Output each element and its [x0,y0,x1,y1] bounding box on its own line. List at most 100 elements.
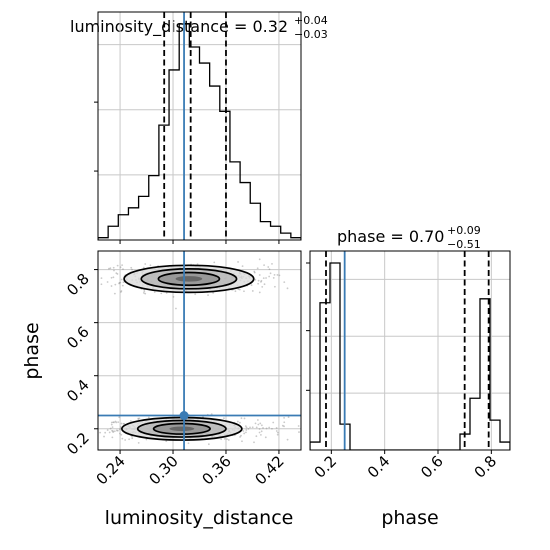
scatter-point [276,274,279,276]
scatter-point [257,279,260,282]
scatter-point [259,422,262,425]
scatter-point [116,273,119,275]
scatter-point [255,426,258,429]
scatter-point [142,291,145,294]
scatter-point [131,268,133,271]
scatter-point [104,431,107,434]
scatter-point [271,427,273,430]
scatter-point [114,420,117,423]
y-axis-label-phase: phase [21,322,43,379]
scatter-point [121,284,124,287]
scatter-point [116,429,119,432]
scatter-point [257,423,260,426]
scatter-point [175,307,177,310]
scatter-point [236,420,239,423]
scatter-point [111,426,114,428]
scatter-point [261,285,264,288]
scatter-point [110,276,113,279]
scatter-point [100,283,103,286]
scatter-point [276,431,279,434]
scatter-point [245,431,247,434]
scatter-point [245,426,248,429]
scatter-point [251,290,254,292]
x-axis-label-luminosity-distance: luminosity_distance [105,507,294,529]
scatter-point [100,277,103,279]
scatter-point [44,429,46,431]
scatter-point [253,441,255,444]
scatter-point [119,427,122,430]
scatter-point [106,429,109,431]
scatter-point [258,274,261,276]
y-tick-label: 0.8 [63,270,93,300]
scatter-point [113,421,115,424]
scatter-point [92,277,94,279]
scatter-point [120,278,123,281]
truth-marker [179,411,189,421]
scatter-point [243,290,245,293]
scatter-point [121,437,124,440]
scatter-point [220,438,223,441]
scatter-point [281,424,284,427]
scatter-point [265,427,268,430]
scatter-point [255,435,258,438]
scatter-point [247,427,250,430]
scatter-point [110,423,113,426]
scatter-point [119,432,121,435]
scatter-point [241,440,243,443]
title-luminosity-distance-upper: +0.04 [294,14,328,27]
title-phase-upper: +0.09 [447,224,481,237]
scatter-point [131,437,134,440]
scatter-point [194,293,197,296]
scatter-point [269,272,272,275]
scatter-point [111,436,114,439]
scatter-point [121,264,124,267]
scatter-point [143,290,146,293]
x-tick-label: 0.2 [311,452,341,482]
scatter-point [298,431,300,433]
scatter-point [213,261,216,264]
scatter-point [147,416,150,419]
scatter-point [207,443,210,446]
scatter-point [254,422,257,425]
scatter-point [108,431,111,434]
scatter-point [258,258,261,261]
scatter-point [286,438,289,441]
scatter-point [249,426,251,429]
y-tick-label: 0.2 [63,429,93,459]
scatter-point [263,283,266,286]
scatter-point [119,291,122,293]
scatter-point [283,281,286,283]
scatter-point [112,421,115,424]
scatter-point [227,439,230,441]
scatter-point [106,281,109,283]
scatter-point [142,266,145,269]
scatter-point [258,428,261,430]
scatter-point [96,431,98,433]
scatter-point [239,421,241,424]
scatter-point [258,291,261,294]
scatter-point [149,264,152,267]
axes-frame [97,250,302,451]
histogram-step [310,262,510,450]
scatter-point [265,277,267,279]
scatter-point [287,416,290,419]
scatter-point [264,436,267,439]
title-luminosity-distance-lower: −0.03 [294,28,328,41]
scatter-point [283,416,285,419]
scatter-point [112,431,115,434]
scatter-point [250,284,253,287]
contour-line [123,264,255,294]
scatter-point [78,424,80,426]
scatter-point [124,439,127,441]
density-level [175,276,203,282]
scatter-point [212,291,215,294]
contour-line [157,271,221,287]
scatter-point [273,273,276,276]
y-tick-label: 0.4 [63,376,93,406]
title-phase-lower: −0.51 [447,238,481,251]
scatter-point [120,433,123,436]
scatter-point [122,268,124,271]
scatter-point [67,276,69,278]
scatter-point [260,281,262,283]
